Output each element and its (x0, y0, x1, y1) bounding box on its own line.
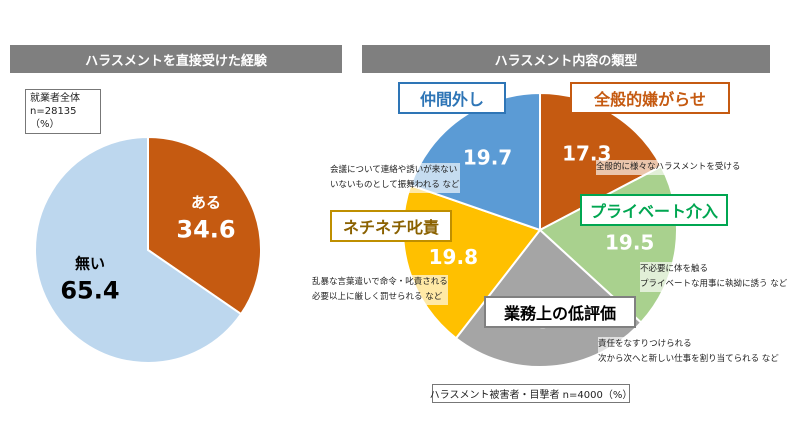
desc-line: プライベートな用事に執拗に誘う など (640, 279, 788, 289)
desc-private-intrusion: 不必要に体を触る プライベートな用事に執拗に誘う など (640, 262, 788, 292)
category-label-private-intrusion: プライベート介入 (580, 194, 728, 226)
desc-low-evaluation: 責任をなすりつけられる 次から次へと新しい仕事を割り当てられる など (598, 337, 779, 367)
right-pie-value-1: 19.5 (605, 231, 654, 255)
category-label-low-evaluation: 業務上の低評価 (484, 296, 636, 328)
desc-line: 必要以上に厳しく罰せられる など (312, 292, 443, 302)
left-pie-label-1: 無い (75, 254, 105, 272)
desc-line: 不必要に体を触る (640, 264, 709, 274)
left-sample-note: 就業者全体 n=28135 （%） (25, 89, 101, 134)
left-pie-value-0: 34.6 (176, 216, 235, 244)
left-note-line-n: n=28135 (30, 106, 77, 117)
right-pie-value-3: 19.8 (429, 245, 478, 269)
desc-line: 会議について連絡や誘いが来ない (330, 165, 458, 175)
right-sample-note: ハラスメント被害者・目撃者 n=4000（%） (430, 384, 632, 403)
left-pie-slice-1 (34, 135, 243, 364)
desc-exclusion: 会議について連絡や誘いが来ない いないものとして振舞われる など (330, 163, 460, 193)
desc-line: 全般的に様々なハラスメントを受ける (596, 162, 741, 172)
right-pie-value-4: 19.7 (463, 145, 512, 169)
category-label-exclusion: 仲間外し (398, 82, 506, 114)
desc-line: いないものとして振舞われる など (330, 180, 460, 190)
left-panel-header: ハラスメントを直接受けた経験 (10, 45, 342, 73)
left-pie-slice-0 (147, 135, 262, 316)
left-pie-label-0: ある (191, 194, 221, 212)
desc-nagging-reprimand: 乱暴な言葉遣いで命令・叱責される 必要以上に厳しく罰せられる など (312, 275, 448, 305)
desc-line: 乱暴な言葉遣いで命令・叱責される (312, 277, 448, 287)
right-panel-header: ハラスメント内容の類型 (362, 45, 770, 73)
desc-line: 責任をなすりつけられる (598, 339, 692, 349)
left-note-line-unit: （%） (30, 119, 60, 130)
left-note-line-population: 就業者全体 (30, 93, 80, 104)
category-label-general-harassment: 全般的嫌がらせ (570, 82, 730, 114)
desc-general-harassment: 全般的に様々なハラスメントを受ける (596, 160, 741, 175)
left-pie-value-1: 65.4 (60, 276, 119, 304)
category-label-nagging-reprimand: ネチネチ叱責 (330, 210, 452, 242)
desc-line: 次から次へと新しい仕事を割り当てられる など (598, 354, 779, 364)
